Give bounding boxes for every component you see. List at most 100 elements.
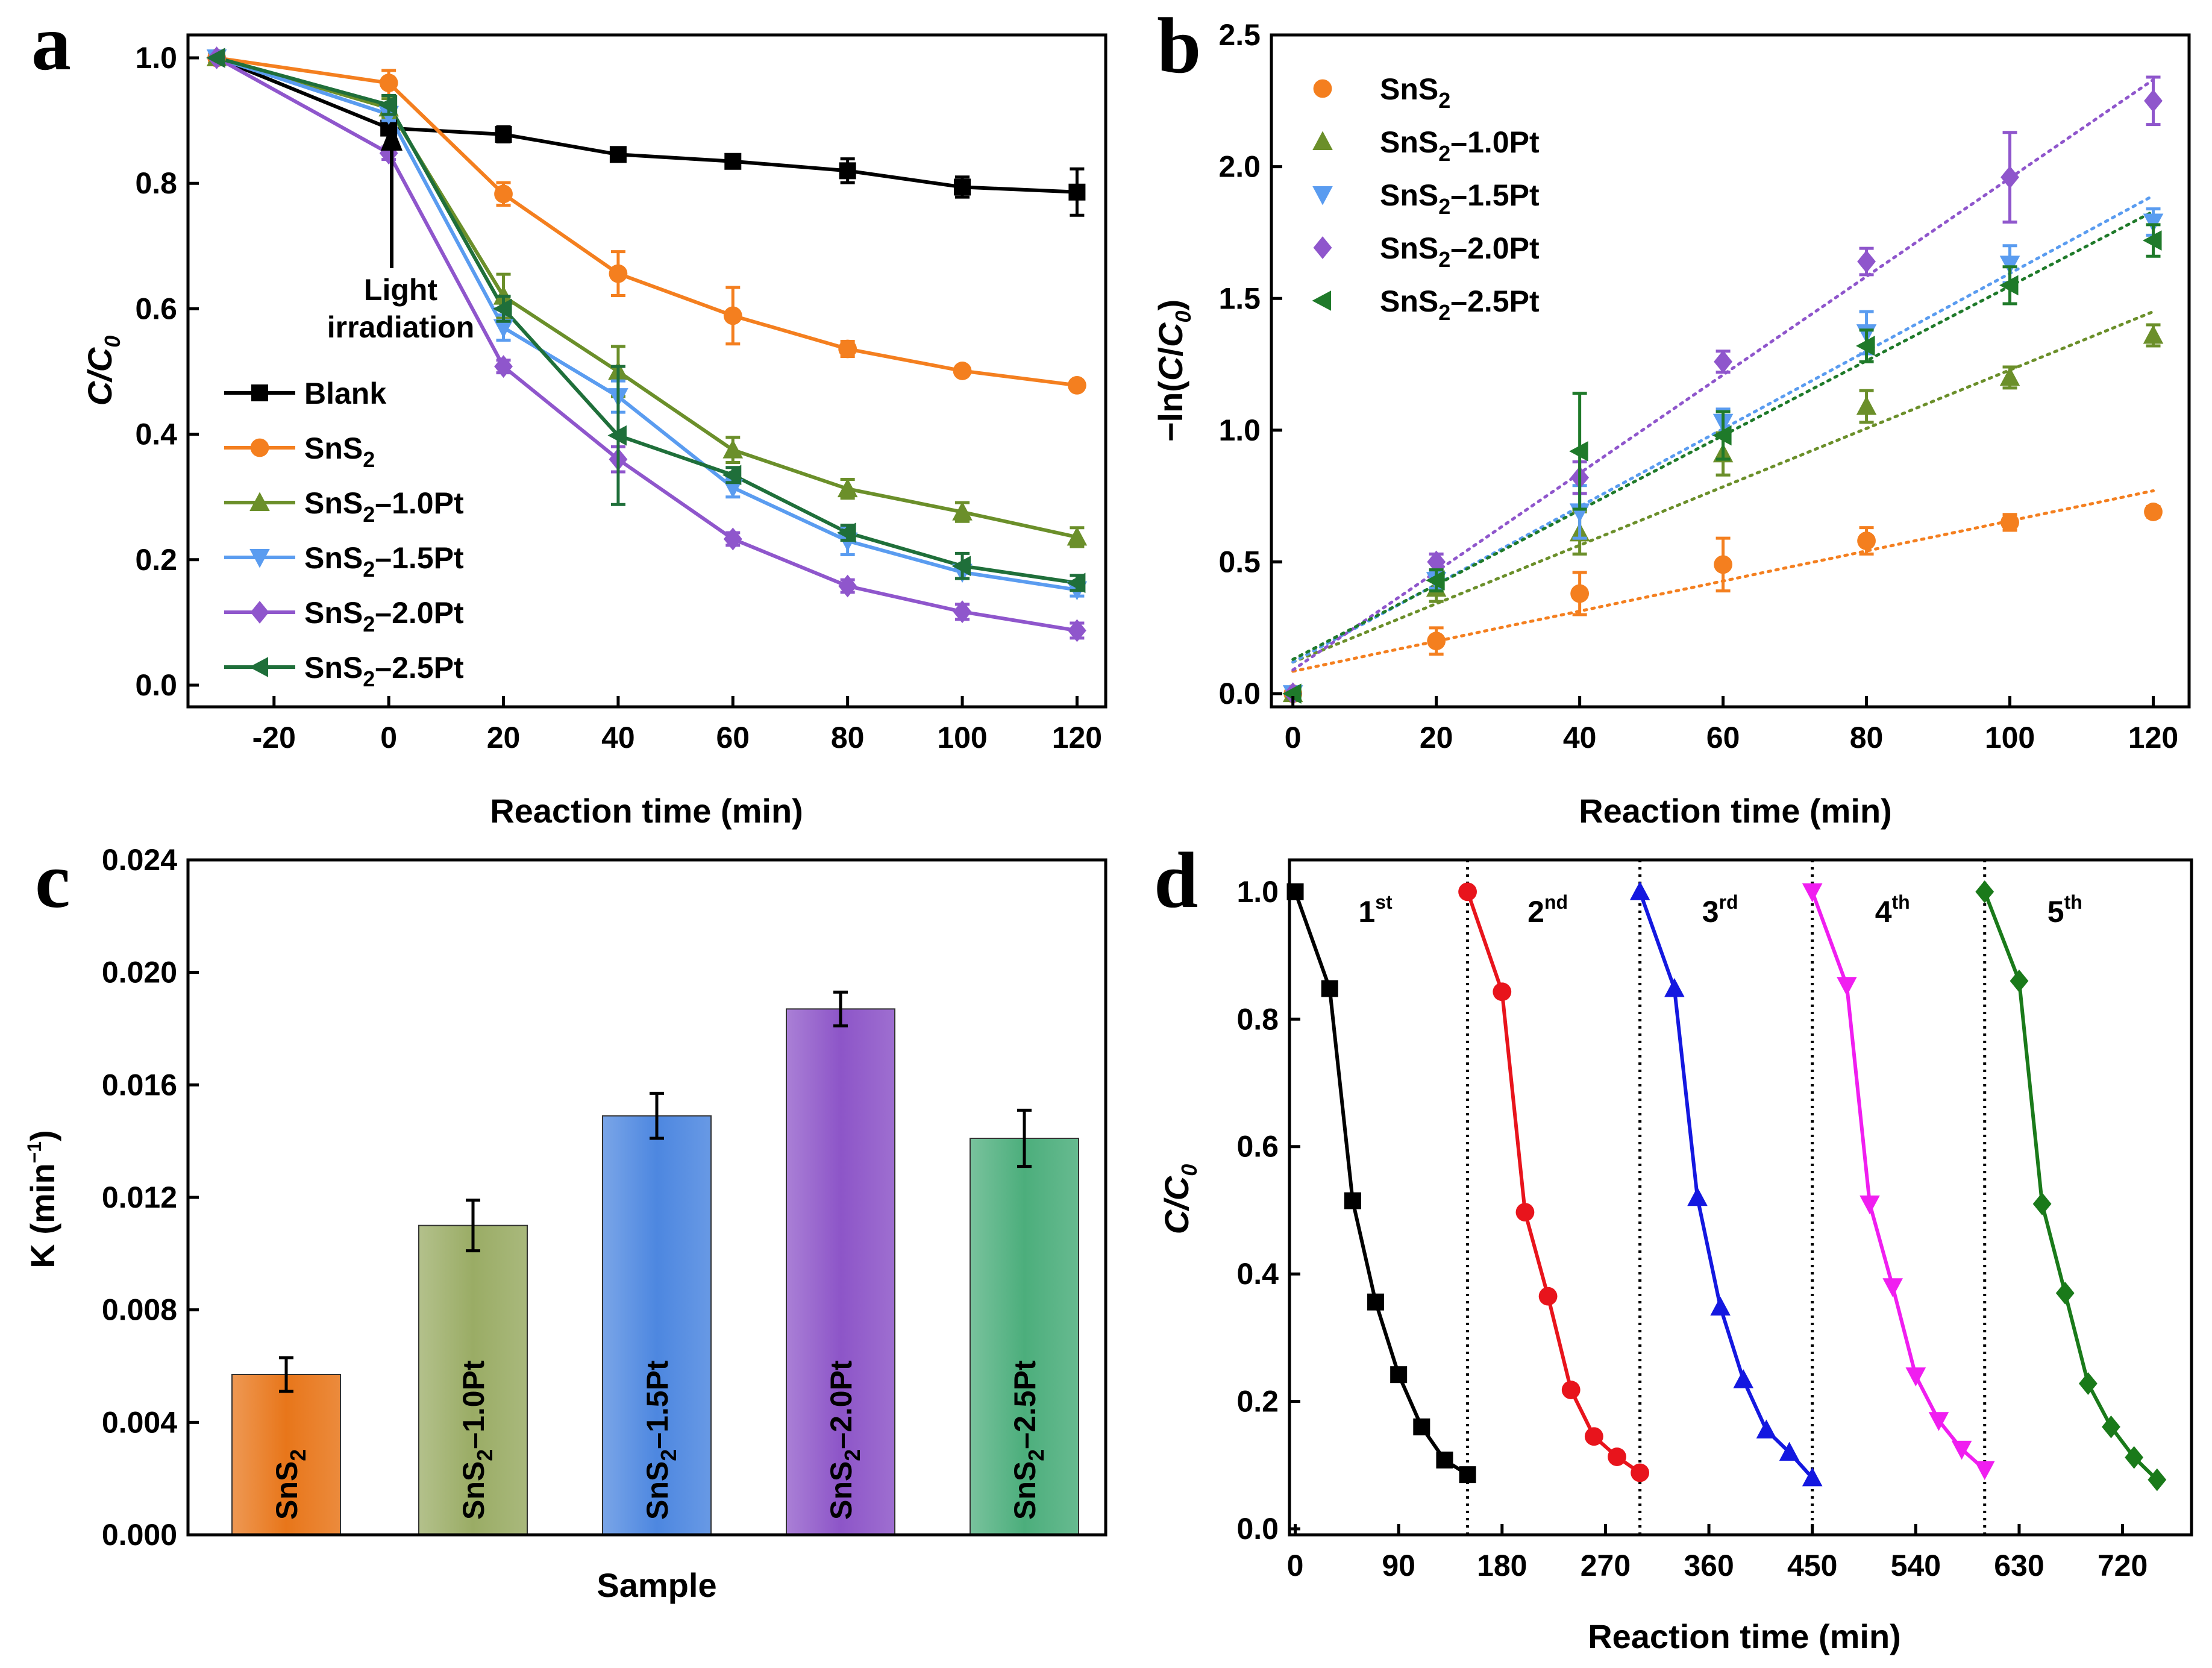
x-tick-label: 100 — [1985, 721, 2035, 754]
y-tick-label: 0.8 — [135, 166, 177, 200]
point-sns2-2-5pt — [378, 95, 398, 115]
x-tick-label: 80 — [831, 721, 865, 754]
panel-label-d: d — [1154, 836, 1198, 924]
point-blank — [724, 152, 742, 170]
point-cycle-4th — [1837, 977, 1857, 996]
bar-label-sns2-2-5pt: SnS2–2.5Pt — [1008, 1360, 1048, 1520]
legend-marker — [249, 549, 270, 568]
series-line-sns2-1-5pt — [216, 56, 1077, 592]
panel-c-chart: SnS2 SnS2–1.0Pt SnS2–1.5Pt SnS2–2.0Pt SnS2–2… — [23, 843, 1108, 1604]
point-sns2-2-5pt — [1856, 336, 1875, 356]
point-sns2-1-0pt — [1067, 526, 1088, 546]
legend-label-sns2-1-5pt: SnS2–1.5Pt — [1380, 178, 1540, 219]
point-sns2-1-0pt — [1856, 396, 1877, 415]
y-tick-label: 0.5 — [1218, 545, 1261, 579]
series-line-sns2-2-5pt — [216, 56, 1077, 585]
x-tick-label: 20 — [487, 721, 521, 754]
x-tick-label: 120 — [1052, 721, 1102, 754]
legend-label-sns2: SnS2 — [1380, 72, 1450, 113]
legend-marker — [249, 492, 270, 511]
cycle-label-3: 3rd — [1702, 891, 1738, 929]
y-tick-label: 0.020 — [102, 956, 177, 989]
point-sns2-2-0pt — [838, 574, 857, 598]
bar-label-sns2-1-5pt: SnS2–1.5Pt — [641, 1360, 681, 1520]
legend-label-blank: Blank — [304, 377, 386, 410]
point-cycle-1st — [1344, 1192, 1361, 1209]
point-cycle-3rd — [1687, 1187, 1708, 1206]
legend-marker — [1312, 290, 1331, 311]
y-tick-label: 0.012 — [102, 1180, 177, 1214]
x-tick-label: 360 — [1684, 1549, 1734, 1582]
point-sns2-1-0pt — [837, 478, 858, 498]
point-cycle-5th — [1975, 880, 1994, 903]
legend-label-sns2-2-5pt: SnS2–2.5Pt — [1380, 284, 1540, 325]
point-sns2 — [609, 264, 628, 283]
annotation-line-1: Light — [364, 273, 438, 307]
legend-label-sns2: SnS2 — [304, 431, 375, 472]
point-sns2 — [1857, 531, 1876, 550]
point-sns2 — [1570, 584, 1590, 603]
point-sns2 — [1427, 632, 1446, 651]
legend-label-sns2-2-0pt: SnS2–2.0Pt — [1380, 231, 1540, 272]
legend-marker — [1312, 186, 1333, 205]
x-tick-label: 80 — [1850, 721, 1884, 754]
point-cycle-1st — [1436, 1451, 1453, 1469]
cycle-line-3rd — [1638, 891, 1814, 1479]
point-cycle-3rd — [1664, 978, 1685, 997]
point-cycle-5th — [2102, 1415, 2120, 1438]
x-tick-label: 0 — [1285, 721, 1302, 754]
point-cycle-2nd — [1515, 1203, 1535, 1221]
point-cycle-5th — [2125, 1446, 2144, 1469]
point-blank — [954, 178, 971, 196]
y-tick-label: 0.004 — [102, 1405, 177, 1439]
point-cycle-4th — [1860, 1195, 1880, 1215]
point-cycle-3rd — [1629, 881, 1650, 900]
y-tick-label: 1.0 — [1218, 413, 1261, 447]
legend-marker — [1312, 131, 1333, 150]
x-tick-label: 0 — [1287, 1549, 1304, 1582]
bar-sns2-2-5pt — [970, 1138, 1079, 1535]
legend-marker — [249, 657, 268, 677]
x-tick-label: 20 — [1420, 721, 1453, 754]
point-sns2-2-5pt — [837, 522, 856, 543]
point-sns2-2-5pt — [493, 298, 512, 319]
y-tick-label: 0.008 — [102, 1293, 177, 1327]
panel-d-chart: 0 90 180 270 360 450 540 630 720 0.0 0.2 0.4 0.6 0.8… — [1158, 858, 2193, 1655]
point-sns2 — [2001, 513, 2019, 532]
y-tick-label: 1.0 — [1236, 875, 1279, 909]
point-cycle-1st — [1413, 1418, 1430, 1435]
point-sns2-1-0pt — [722, 439, 744, 459]
point-sns2 — [953, 362, 972, 380]
point-sns2-2-5pt — [951, 556, 971, 577]
point-sns2 — [2144, 503, 2163, 521]
point-cycle-4th — [1928, 1412, 1949, 1431]
error-bar — [650, 1091, 664, 1140]
point-sns2-2-5pt — [2143, 230, 2162, 251]
panel-label-b: b — [1157, 1, 1201, 90]
y-tick-label: 2.0 — [1218, 150, 1261, 184]
point-cycle-4th — [1802, 883, 1823, 903]
y-tick-label: 1.0 — [135, 41, 177, 75]
legend-marker — [250, 601, 269, 624]
point-sns2-2-5pt — [1426, 570, 1445, 591]
legend-marker — [1313, 236, 1332, 259]
cycle-label-2: 2nd — [1527, 891, 1568, 929]
x-tick-label: 450 — [1787, 1549, 1837, 1582]
y-tick-label: 0.0 — [1218, 677, 1261, 710]
series-line-sns2-2-0pt — [216, 56, 1077, 633]
point-sns2 — [494, 184, 513, 204]
series-line-blank — [216, 56, 1077, 194]
error-bar — [833, 990, 848, 1027]
point-cycle-1st — [1367, 1293, 1385, 1311]
point-cycle-3rd — [1733, 1369, 1754, 1388]
cycle-label-1: 1st — [1358, 891, 1393, 929]
point-sns2-2-0pt — [2001, 166, 2019, 189]
panel-b-legend: SnS2 SnS2–1.0Pt SnS2–1.5Pt SnS2–2.0Pt SnS2–2… — [1312, 72, 1540, 325]
legend-marker — [250, 438, 269, 457]
point-sns2 — [379, 74, 398, 93]
point-cycle-5th — [2032, 1192, 2052, 1215]
point-sns2-1-5pt — [493, 319, 514, 339]
y-tick-label: 2.5 — [1218, 18, 1261, 52]
point-cycle-1st — [1321, 980, 1338, 997]
